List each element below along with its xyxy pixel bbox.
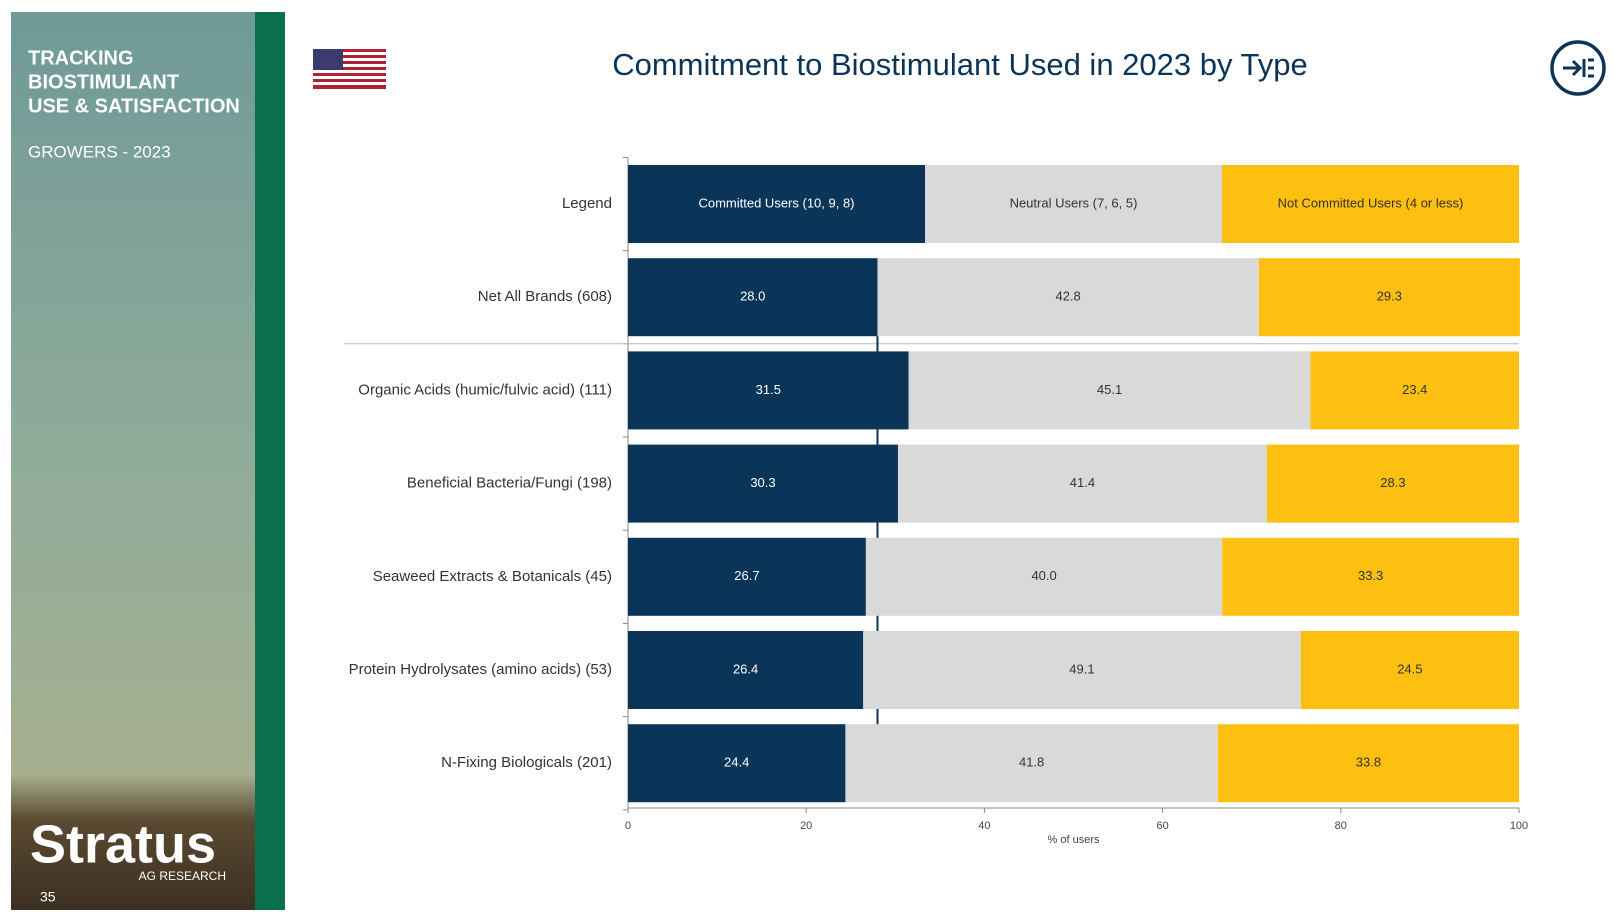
- value-label: 31.5: [756, 382, 781, 397]
- y-tick-label: Seaweed Extracts & Botanicals (45): [373, 568, 612, 585]
- menu-icon[interactable]: [1550, 40, 1606, 96]
- legend-swatch: [1222, 165, 1519, 243]
- bar-segment: [1266, 444, 1519, 523]
- value-label: 41.4: [1070, 475, 1095, 490]
- bar-segment: [628, 631, 864, 709]
- bar-segment: [1258, 258, 1520, 337]
- panel-title: USE & SATISFACTION: [28, 95, 240, 117]
- panel-title: BIOSTIMULANT: [28, 71, 179, 93]
- panel-subtitle: GROWERS - 2023: [28, 142, 171, 161]
- y-tick-label: Net All Brands (608): [478, 288, 612, 305]
- bar-segment: [908, 351, 1311, 430]
- y-tick-label: Protein Hydrolysates (amino acids) (53): [349, 661, 612, 678]
- flag: [313, 49, 386, 89]
- x-tick-label: 0: [625, 820, 631, 832]
- y-tick-label: Beneficial Bacteria/Fungi (198): [407, 475, 612, 492]
- bar-segment: [628, 724, 846, 803]
- logo: Stratus: [30, 814, 216, 874]
- value-label: 23.4: [1402, 382, 1427, 397]
- bar-segment: [865, 537, 1223, 616]
- green-strip: [255, 12, 285, 910]
- bar-segment: [1310, 351, 1519, 430]
- bar-segment: [628, 444, 898, 523]
- value-label: 42.8: [1055, 289, 1080, 304]
- bar-segment: [897, 444, 1267, 523]
- page-number: 35: [40, 889, 56, 905]
- chart-title: Commitment to Biostimulant Used in 2023 …: [612, 47, 1308, 82]
- bar-segment: [628, 351, 909, 430]
- logo-subtitle: AG RESEARCH: [139, 869, 226, 883]
- value-label: 26.7: [734, 568, 759, 583]
- bar-segment: [1300, 631, 1519, 709]
- bar-segment: [877, 258, 1259, 337]
- bar-segment: [1222, 537, 1519, 616]
- value-label: 24.5: [1397, 661, 1422, 676]
- panel-title: TRACKING: [28, 47, 134, 69]
- legend-label: Legend: [562, 195, 612, 212]
- value-label: 28.3: [1380, 475, 1405, 490]
- legend-entry: Not Committed Users (4 or less): [1278, 195, 1464, 210]
- x-tick-label: 20: [800, 820, 812, 832]
- x-tick-label: 60: [1156, 820, 1168, 832]
- x-tick-label: 40: [978, 820, 990, 832]
- x-tick-label: 100: [1510, 820, 1528, 832]
- value-label: 41.8: [1019, 755, 1044, 770]
- bar-segment: [628, 258, 878, 337]
- x-axis-label: % of users: [1048, 834, 1100, 846]
- value-label: 33.3: [1358, 568, 1383, 583]
- value-label: 24.4: [724, 755, 749, 770]
- y-tick-label: N-Fixing Biologicals (201): [441, 754, 612, 771]
- bar-segment: [1217, 724, 1519, 803]
- side-panel: [11, 12, 255, 910]
- bar-segment: [628, 537, 866, 616]
- value-label: 45.1: [1097, 382, 1122, 397]
- value-label: 29.3: [1377, 289, 1402, 304]
- value-label: 40.0: [1031, 568, 1056, 583]
- legend-swatch: [925, 165, 1222, 243]
- value-label: 33.8: [1356, 755, 1381, 770]
- value-label: 49.1: [1069, 661, 1094, 676]
- legend-entry: Neutral Users (7, 6, 5): [1010, 195, 1138, 210]
- x-tick-label: 80: [1335, 820, 1347, 832]
- bar-segment: [863, 631, 1301, 709]
- bar-segment: [845, 724, 1218, 803]
- legend-swatch: [628, 165, 925, 243]
- value-label: 30.3: [750, 475, 775, 490]
- legend-entry: Committed Users (10, 9, 8): [698, 195, 854, 210]
- value-label: 28.0: [740, 289, 765, 304]
- y-tick-label: Organic Acids (humic/fulvic acid) (111): [358, 381, 612, 398]
- value-label: 26.4: [733, 661, 758, 676]
